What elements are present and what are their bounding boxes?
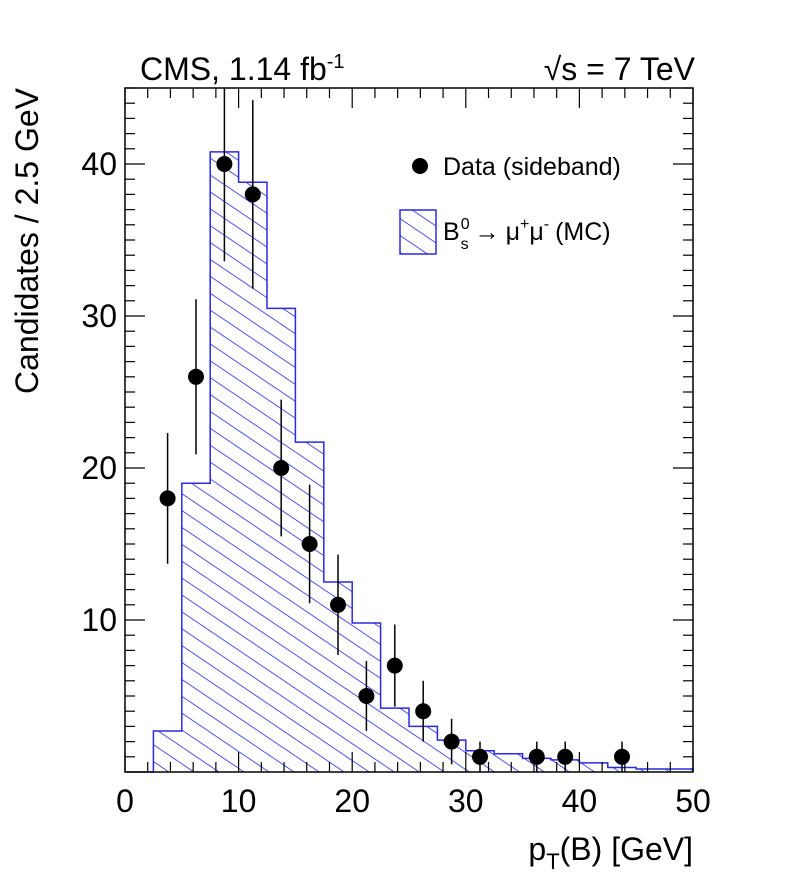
plot-frame bbox=[124, 87, 694, 773]
data-point bbox=[330, 596, 346, 613]
x-tick-label: 30 bbox=[448, 783, 484, 819]
data-point bbox=[415, 703, 432, 720]
title-left: CMS, 1.14 fb-1 bbox=[140, 51, 345, 87]
legend-marker-data bbox=[412, 158, 428, 174]
data-point bbox=[614, 748, 630, 765]
data-point bbox=[188, 368, 204, 385]
x-tick-label: 10 bbox=[221, 783, 257, 819]
data-point bbox=[216, 156, 233, 172]
data-point bbox=[244, 186, 261, 203]
x-tick-label: 50 bbox=[675, 783, 711, 819]
y-tick-label: 30 bbox=[81, 298, 117, 334]
data-point bbox=[301, 536, 318, 552]
y-tick-label: 10 bbox=[81, 602, 117, 638]
legend-marker-mc bbox=[399, 209, 437, 255]
x-tick-label: 40 bbox=[562, 783, 598, 819]
axis-ticks bbox=[124, 87, 694, 772]
data-points bbox=[159, 88, 630, 772]
x-axis-label: pT(B) [GeV] bbox=[528, 831, 693, 874]
data-point bbox=[472, 748, 488, 765]
data-point bbox=[557, 748, 574, 765]
legend: Data (sideband) B0 s → μ+μ- (MC) bbox=[399, 153, 621, 255]
legend-label-mc: B0 s → μ+μ- (MC) bbox=[443, 216, 611, 253]
x-tick-label: 0 bbox=[116, 783, 134, 819]
data-point bbox=[443, 733, 460, 750]
y-tick-label: 20 bbox=[81, 450, 117, 486]
data-point bbox=[358, 688, 375, 704]
data-point bbox=[528, 748, 545, 765]
legend-label-data: Data (sideband) bbox=[443, 153, 621, 181]
x-tick-label: 20 bbox=[334, 783, 370, 819]
title-right: √s = 7 TeV bbox=[544, 51, 696, 87]
y-axis-label: Candidates / 2.5 GeV bbox=[9, 87, 45, 394]
data-point bbox=[273, 460, 290, 476]
y-tick-label: 40 bbox=[81, 146, 117, 182]
data-point bbox=[386, 657, 403, 674]
data-point bbox=[159, 490, 176, 507]
axis-tick-labels: 0 10 20 30 40 50 10 20 30 40 bbox=[81, 146, 710, 819]
